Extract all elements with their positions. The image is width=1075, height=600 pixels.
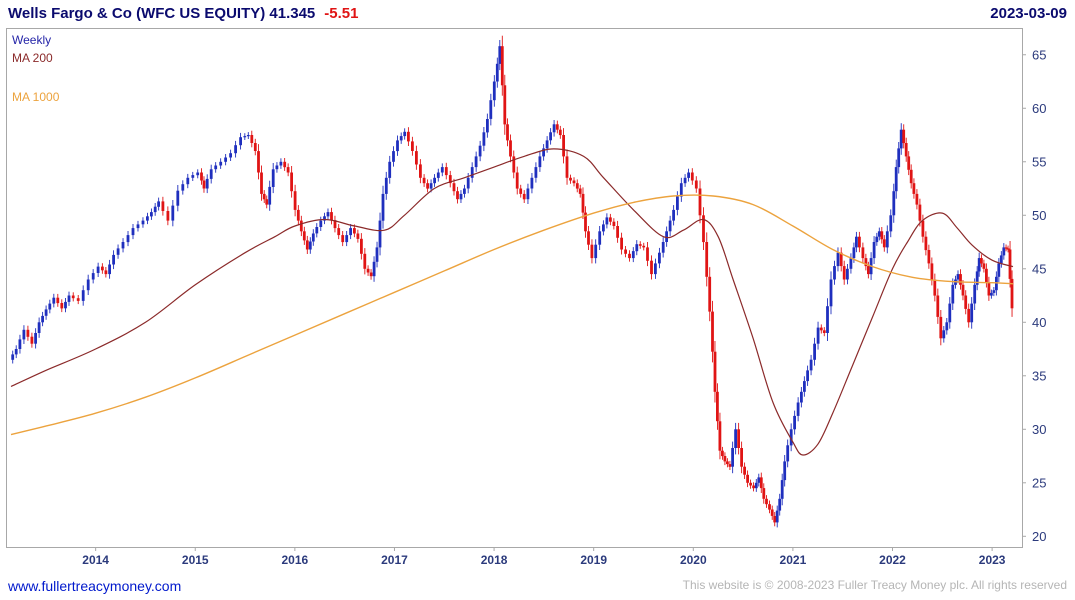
y-axis-tick-label: 30 bbox=[1032, 422, 1046, 437]
legend-ma1000-label: MA 1000 bbox=[12, 90, 60, 104]
legend-weekly-label: Weekly bbox=[12, 33, 52, 47]
chart-title: Wells Fargo & Co (WFC US EQUITY) 41.345 bbox=[8, 5, 316, 22]
x-axis-tick-label: 2019 bbox=[580, 553, 607, 567]
chart-header: Wells Fargo & Co (WFC US EQUITY) 41.345-… bbox=[8, 5, 358, 23]
y-axis-tick-label: 40 bbox=[1032, 315, 1046, 330]
x-axis-tick-label: 2020 bbox=[680, 553, 707, 567]
x-axis-tick-label: 2022 bbox=[879, 553, 906, 567]
x-axis-tick-label: 2014 bbox=[82, 553, 109, 567]
y-axis-tick-label: 60 bbox=[1032, 101, 1046, 116]
y-axis-tick-label: 45 bbox=[1032, 261, 1046, 276]
y-axis-tick-label: 35 bbox=[1032, 368, 1046, 383]
y-axis-tick-label: 20 bbox=[1032, 529, 1046, 544]
legend-ma200-label: MA 200 bbox=[12, 51, 53, 65]
ma-1000-line bbox=[10, 194, 1014, 436]
price-change: -5.51 bbox=[324, 5, 359, 22]
site-link[interactable]: www.fullertreacymoney.com bbox=[8, 578, 182, 594]
copyright-text: This website is © 2008-2023 Fuller Treac… bbox=[682, 578, 1067, 592]
x-axis-tick-label: 2015 bbox=[182, 553, 209, 567]
moving-averages bbox=[10, 148, 1014, 456]
y-axis-tick-label: 50 bbox=[1032, 208, 1046, 223]
y-axis-tick-label: 65 bbox=[1032, 47, 1046, 62]
x-axis-tick-label: 2021 bbox=[780, 553, 807, 567]
x-axis-tick-label: 2017 bbox=[381, 553, 408, 567]
x-axis-tick-label: 2018 bbox=[481, 553, 508, 567]
x-axis-tick-label: 2023 bbox=[979, 553, 1006, 567]
y-axis-tick-label: 55 bbox=[1032, 154, 1046, 169]
chart-date: 2023-03-09 bbox=[990, 5, 1067, 22]
candlestick-series bbox=[11, 35, 1014, 528]
x-axis-tick-label: 2016 bbox=[282, 553, 309, 567]
ma-200-line bbox=[10, 148, 1014, 456]
plot-border bbox=[6, 28, 1023, 548]
y-axis-tick-label: 25 bbox=[1032, 475, 1046, 490]
